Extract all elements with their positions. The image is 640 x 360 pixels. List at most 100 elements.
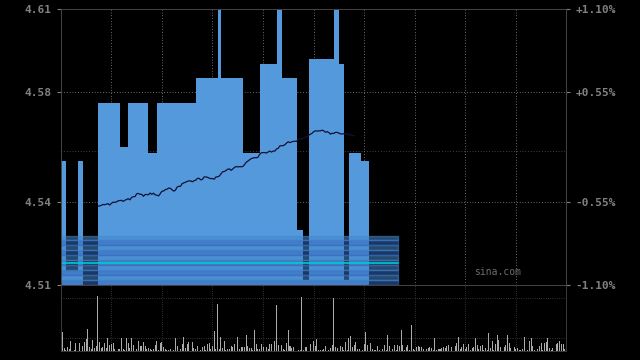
- Bar: [194, 103, 196, 285]
- Bar: [483, 350, 484, 351]
- Bar: [108, 103, 109, 285]
- Bar: [325, 346, 326, 351]
- Bar: [266, 64, 268, 285]
- Bar: [374, 350, 375, 351]
- Bar: [212, 346, 213, 351]
- Bar: [300, 350, 301, 351]
- Bar: [61, 270, 398, 275]
- Bar: [288, 78, 290, 285]
- Bar: [66, 271, 68, 285]
- Bar: [140, 346, 141, 351]
- Bar: [351, 153, 353, 285]
- Bar: [61, 265, 398, 270]
- Bar: [356, 153, 357, 285]
- Bar: [224, 78, 226, 285]
- Bar: [158, 350, 159, 351]
- Bar: [414, 350, 415, 351]
- Bar: [357, 349, 358, 351]
- Bar: [82, 346, 83, 351]
- Bar: [396, 350, 397, 351]
- Bar: [359, 153, 361, 285]
- Bar: [340, 64, 342, 285]
- Bar: [202, 347, 203, 351]
- Bar: [223, 78, 224, 285]
- Bar: [99, 342, 100, 351]
- Bar: [138, 341, 139, 351]
- Bar: [217, 304, 218, 351]
- Bar: [128, 103, 130, 285]
- Bar: [367, 161, 369, 285]
- Bar: [518, 350, 520, 351]
- Bar: [470, 350, 471, 351]
- Bar: [497, 334, 498, 351]
- Bar: [76, 271, 77, 285]
- Bar: [61, 240, 398, 246]
- Bar: [70, 341, 72, 351]
- Bar: [157, 103, 159, 285]
- Bar: [61, 275, 398, 280]
- Bar: [135, 103, 137, 285]
- Bar: [228, 78, 229, 285]
- Bar: [271, 344, 272, 351]
- Bar: [96, 346, 97, 351]
- Bar: [297, 230, 298, 285]
- Bar: [492, 341, 493, 351]
- Bar: [161, 342, 163, 351]
- Bar: [200, 350, 201, 351]
- Bar: [227, 349, 228, 351]
- Bar: [229, 78, 231, 285]
- Bar: [172, 103, 173, 285]
- Bar: [65, 350, 67, 351]
- Bar: [207, 344, 208, 351]
- Bar: [119, 349, 120, 351]
- Bar: [218, 9, 220, 285]
- Bar: [352, 347, 353, 351]
- Bar: [209, 343, 210, 351]
- Bar: [520, 350, 522, 351]
- Bar: [289, 346, 291, 351]
- Bar: [344, 280, 346, 285]
- Bar: [187, 345, 188, 351]
- Bar: [163, 347, 164, 351]
- Bar: [160, 103, 162, 285]
- Bar: [551, 350, 552, 351]
- Bar: [63, 161, 64, 285]
- Bar: [182, 103, 184, 285]
- Bar: [234, 78, 236, 285]
- Bar: [192, 103, 194, 285]
- Bar: [106, 103, 108, 285]
- Bar: [212, 78, 214, 285]
- Bar: [285, 78, 287, 285]
- Bar: [286, 343, 287, 351]
- Bar: [207, 78, 209, 285]
- Bar: [443, 347, 444, 351]
- Bar: [480, 346, 481, 351]
- Bar: [549, 348, 550, 351]
- Bar: [563, 345, 564, 351]
- Bar: [237, 337, 238, 351]
- Bar: [129, 348, 131, 351]
- Bar: [510, 348, 511, 351]
- Bar: [61, 255, 398, 260]
- Bar: [335, 347, 336, 351]
- Bar: [333, 298, 334, 351]
- Bar: [141, 346, 142, 351]
- Bar: [364, 345, 365, 351]
- Bar: [268, 348, 269, 351]
- Bar: [72, 271, 74, 285]
- Bar: [404, 350, 405, 351]
- Bar: [537, 350, 538, 351]
- Bar: [166, 350, 168, 351]
- Bar: [281, 345, 282, 351]
- Bar: [62, 332, 63, 351]
- Bar: [108, 338, 109, 351]
- Bar: [236, 78, 238, 285]
- Bar: [320, 350, 321, 351]
- Bar: [270, 64, 271, 285]
- Bar: [216, 78, 218, 285]
- Bar: [529, 341, 530, 351]
- Bar: [564, 349, 565, 351]
- Bar: [557, 343, 559, 351]
- Bar: [288, 330, 289, 351]
- Bar: [170, 103, 172, 285]
